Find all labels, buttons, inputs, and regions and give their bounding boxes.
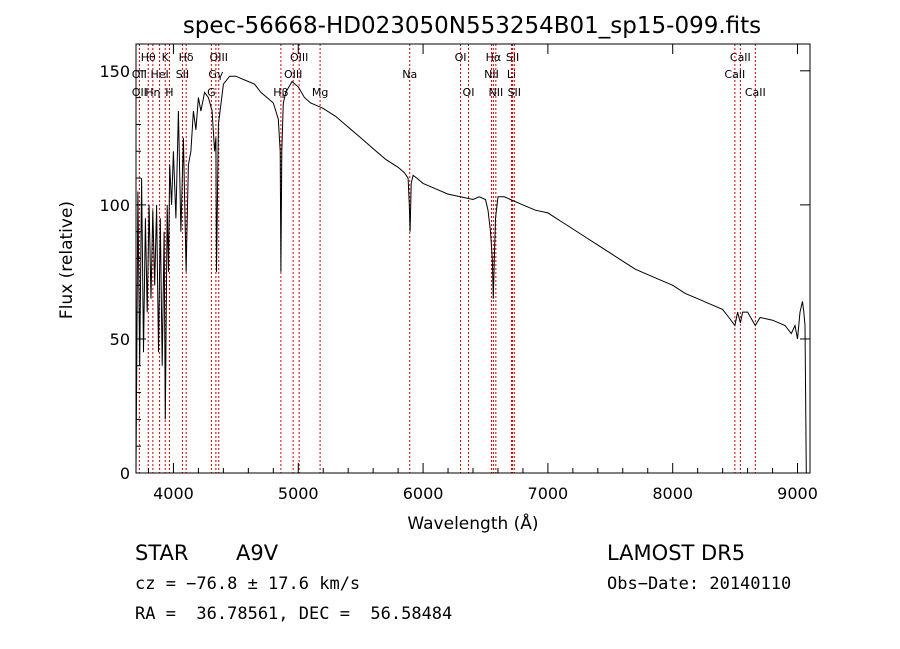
spectral-subclass: A9V (236, 541, 279, 565)
observation-date: Obs−Date: 20140110 (607, 574, 792, 594)
line-marker-label: OI (455, 51, 467, 64)
line-marker-label: Na (402, 68, 417, 81)
x-tick-label: 8000 (652, 484, 693, 503)
object-class: STAR (135, 541, 189, 565)
y-axis: 0 50 100 150 (99, 62, 810, 483)
coordinates: RA = 36.78561, DEC = 56.58484 (135, 604, 453, 624)
line-marker-label: OI (463, 86, 475, 99)
y-axis-label: Flux (relative) (57, 201, 77, 319)
line-marker-label: H (165, 86, 173, 99)
survey-name: LAMOST DR5 (607, 541, 746, 565)
line-marker-label: Hα (486, 51, 502, 64)
line-marker-label: G (207, 86, 216, 99)
line-marker-label: OIII (210, 51, 228, 64)
spectral-line-markers: Hθ K Hδ OIII OIII OI Hα SII CaII OII HeI SII Gγ OIII N… (132, 44, 766, 473)
line-marker-label: Mg (312, 86, 328, 99)
y-tick-label: 150 (99, 62, 130, 81)
line-marker-label: CaII (745, 86, 766, 99)
line-marker-label: Hδ (179, 51, 194, 64)
line-marker-label: Li (507, 68, 516, 81)
line-marker-label: OIII (290, 51, 308, 64)
line-marker-label: CaII (724, 68, 745, 81)
line-marker-label: CaII (730, 51, 751, 64)
line-marker-label: HeI (150, 68, 168, 81)
line-marker-label: NII (484, 68, 499, 81)
line-marker-label: NII (488, 86, 503, 99)
y-tick-label: 100 (99, 196, 130, 215)
line-marker-label: OII (132, 68, 147, 81)
x-tick-label: 5000 (278, 484, 319, 503)
line-marker-label: Hη (145, 86, 160, 99)
line-marker-label: OIII (284, 68, 302, 81)
x-axis-label: Wavelength (Å) (407, 512, 538, 534)
x-tick-label: 7000 (528, 484, 569, 503)
line-marker-label: K (162, 51, 170, 64)
redshift-velocity: cz = −76.8 ± 17.6 km/s (135, 574, 361, 594)
line-marker-label: SII (506, 51, 519, 64)
plot-frame (135, 43, 811, 474)
x-tick-label: 9000 (777, 484, 818, 503)
line-marker-label: SII (508, 86, 521, 99)
chart-title: spec-56668-HD023050N553254B01_sp15-099.f… (183, 13, 761, 39)
x-tick-label: 4000 (153, 484, 194, 503)
line-marker-label: Hθ (141, 51, 156, 64)
y-tick-label: 50 (110, 330, 130, 349)
x-tick-label: 6000 (403, 484, 444, 503)
x-axis: 4000 5000 6000 7000 8000 9000 (147, 44, 818, 503)
spectrum-line (135, 75, 807, 474)
line-marker-label: SII (176, 68, 189, 81)
y-tick-label: 0 (120, 464, 130, 483)
line-marker-label: Gγ (208, 68, 224, 81)
